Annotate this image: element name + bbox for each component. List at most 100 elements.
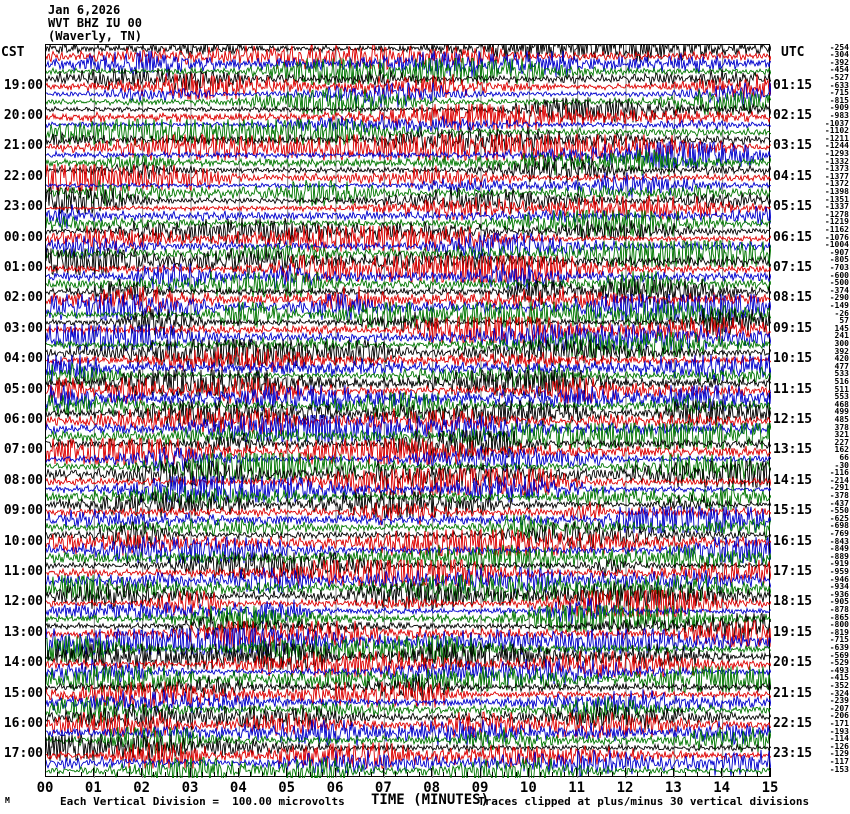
left-time-label: 22:00 — [3, 168, 43, 184]
seismo-trace — [46, 247, 771, 276]
trace-offset-value: 511 — [834, 384, 849, 394]
seismo-trace — [46, 658, 771, 685]
trace-offset-value: -698 — [829, 521, 849, 531]
trace-offset-value: -849 — [829, 544, 849, 554]
trace-offset-value: -919 — [829, 559, 849, 569]
right-time-label: 14:15 — [773, 472, 813, 488]
seismo-trace — [46, 742, 771, 770]
axis-minor-tick — [443, 772, 445, 777]
axis-minor-tick — [346, 772, 348, 777]
trace-offset-value: -529 — [829, 658, 849, 668]
trace-offset-value: -1102 — [824, 126, 849, 136]
seismo-trace — [46, 429, 771, 458]
trace-offset-value: -193 — [829, 726, 849, 736]
trace-offset-value: -415 — [829, 673, 849, 683]
trace-offset-value: -324 — [829, 688, 849, 698]
trace-offset-value: -907 — [829, 247, 849, 257]
x-tick-label: 06 — [326, 780, 344, 796]
axis-minor-tick — [165, 772, 167, 777]
trace-offset-value: -352 — [829, 681, 849, 690]
right-time-label: 11:15 — [773, 381, 813, 397]
trace-offset-value: -959 — [829, 567, 849, 576]
right-time-label: 19:15 — [773, 624, 813, 640]
trace-offset-value: -239 — [829, 696, 849, 706]
x-tick-label: 14 — [713, 780, 731, 796]
right-time-label: 17:15 — [773, 564, 813, 579]
x-tick-label: 15 — [761, 780, 779, 796]
left-time-label: 02:00 — [3, 290, 43, 306]
left-time-label: 16:00 — [3, 716, 43, 731]
left-time-label: 23:00 — [3, 199, 43, 215]
seismo-trace — [46, 239, 771, 269]
seismo-trace — [46, 88, 771, 117]
trace-offset-value: -703 — [829, 263, 849, 272]
axis-major-tick — [141, 768, 143, 777]
trace-offset-value: -304 — [829, 50, 849, 60]
trace-offset-value: -769 — [829, 529, 849, 538]
left-time-label: 17:00 — [3, 746, 43, 762]
seismo-trace — [46, 535, 771, 565]
trace-offset-value: -1377 — [824, 171, 849, 181]
axis-major-tick — [479, 768, 481, 777]
seismo-trace — [46, 649, 771, 678]
axis-minor-tick — [298, 772, 300, 777]
seismo-trace — [46, 204, 771, 229]
trace-offset-value: -905 — [829, 597, 849, 607]
trace-offset-value: 533 — [834, 369, 849, 379]
right-time-label: 02:15 — [773, 108, 813, 123]
seismo-trace — [46, 96, 771, 124]
trace-offset-value: -116 — [829, 468, 849, 478]
right-time-label: 16:15 — [773, 533, 813, 549]
x-tick-label: 13 — [664, 780, 682, 796]
axis-major-tick — [769, 768, 771, 777]
trace-offset-value: -909 — [829, 103, 849, 113]
seismo-trace — [46, 278, 771, 305]
trace-offset-value: -493 — [829, 665, 849, 675]
axis-major-tick — [237, 768, 239, 777]
title-location: (Waverly, TN) — [48, 29, 142, 43]
left-time-label: 10:00 — [3, 533, 43, 549]
seismo-trace — [46, 50, 771, 77]
x-tick-label: 08 — [423, 780, 441, 796]
axis-major-tick — [527, 768, 529, 777]
left-time-label: 12:00 — [3, 594, 43, 610]
trace-offset-value: -625 — [829, 513, 849, 523]
axis-minor-tick — [358, 772, 360, 777]
right-time-label: 06:15 — [773, 229, 813, 245]
x-tick-label: 01 — [84, 780, 102, 796]
seismo-trace — [46, 392, 771, 419]
right-time-label: 13:15 — [773, 442, 813, 458]
right-time-label: 08:15 — [773, 290, 813, 306]
axis-minor-tick — [407, 772, 408, 777]
axis-minor-tick — [745, 772, 747, 777]
trace-offset-value: 516 — [834, 377, 849, 386]
trace-offset-value: -1037 — [824, 118, 849, 128]
trace-offset-value: 241 — [834, 331, 849, 341]
left-time-label: 04:00 — [3, 351, 43, 367]
axis-minor-tick — [515, 772, 517, 777]
seismo-trace — [46, 567, 771, 594]
axis-minor-tick — [274, 772, 276, 777]
seismo-trace — [46, 57, 771, 85]
seismo-trace — [46, 452, 771, 481]
seismo-trace — [46, 140, 771, 169]
seismo-trace — [46, 702, 771, 731]
left-time-label: 19:00 — [3, 77, 43, 93]
trace-offset-value: -946 — [829, 574, 849, 584]
seismo-trace — [46, 315, 771, 344]
right-time-label: 07:15 — [773, 260, 813, 275]
left-time-label: 03:00 — [3, 320, 43, 336]
trace-offset-value: -569 — [829, 650, 849, 660]
trace-offset-value: -1244 — [824, 141, 849, 151]
seismo-trace — [46, 484, 771, 511]
seismo-trace — [46, 81, 771, 108]
trace-offset-value: -800 — [829, 620, 849, 630]
trace-offset-value: -149 — [829, 301, 849, 310]
axis-major-tick — [576, 768, 578, 777]
seismo-trace — [46, 157, 771, 184]
seismo-trace — [46, 506, 771, 535]
left-time-label: 09:00 — [3, 503, 43, 519]
axis-major-tick — [44, 768, 46, 777]
seismo-trace — [46, 270, 771, 298]
trace-offset-value: -129 — [829, 749, 849, 759]
